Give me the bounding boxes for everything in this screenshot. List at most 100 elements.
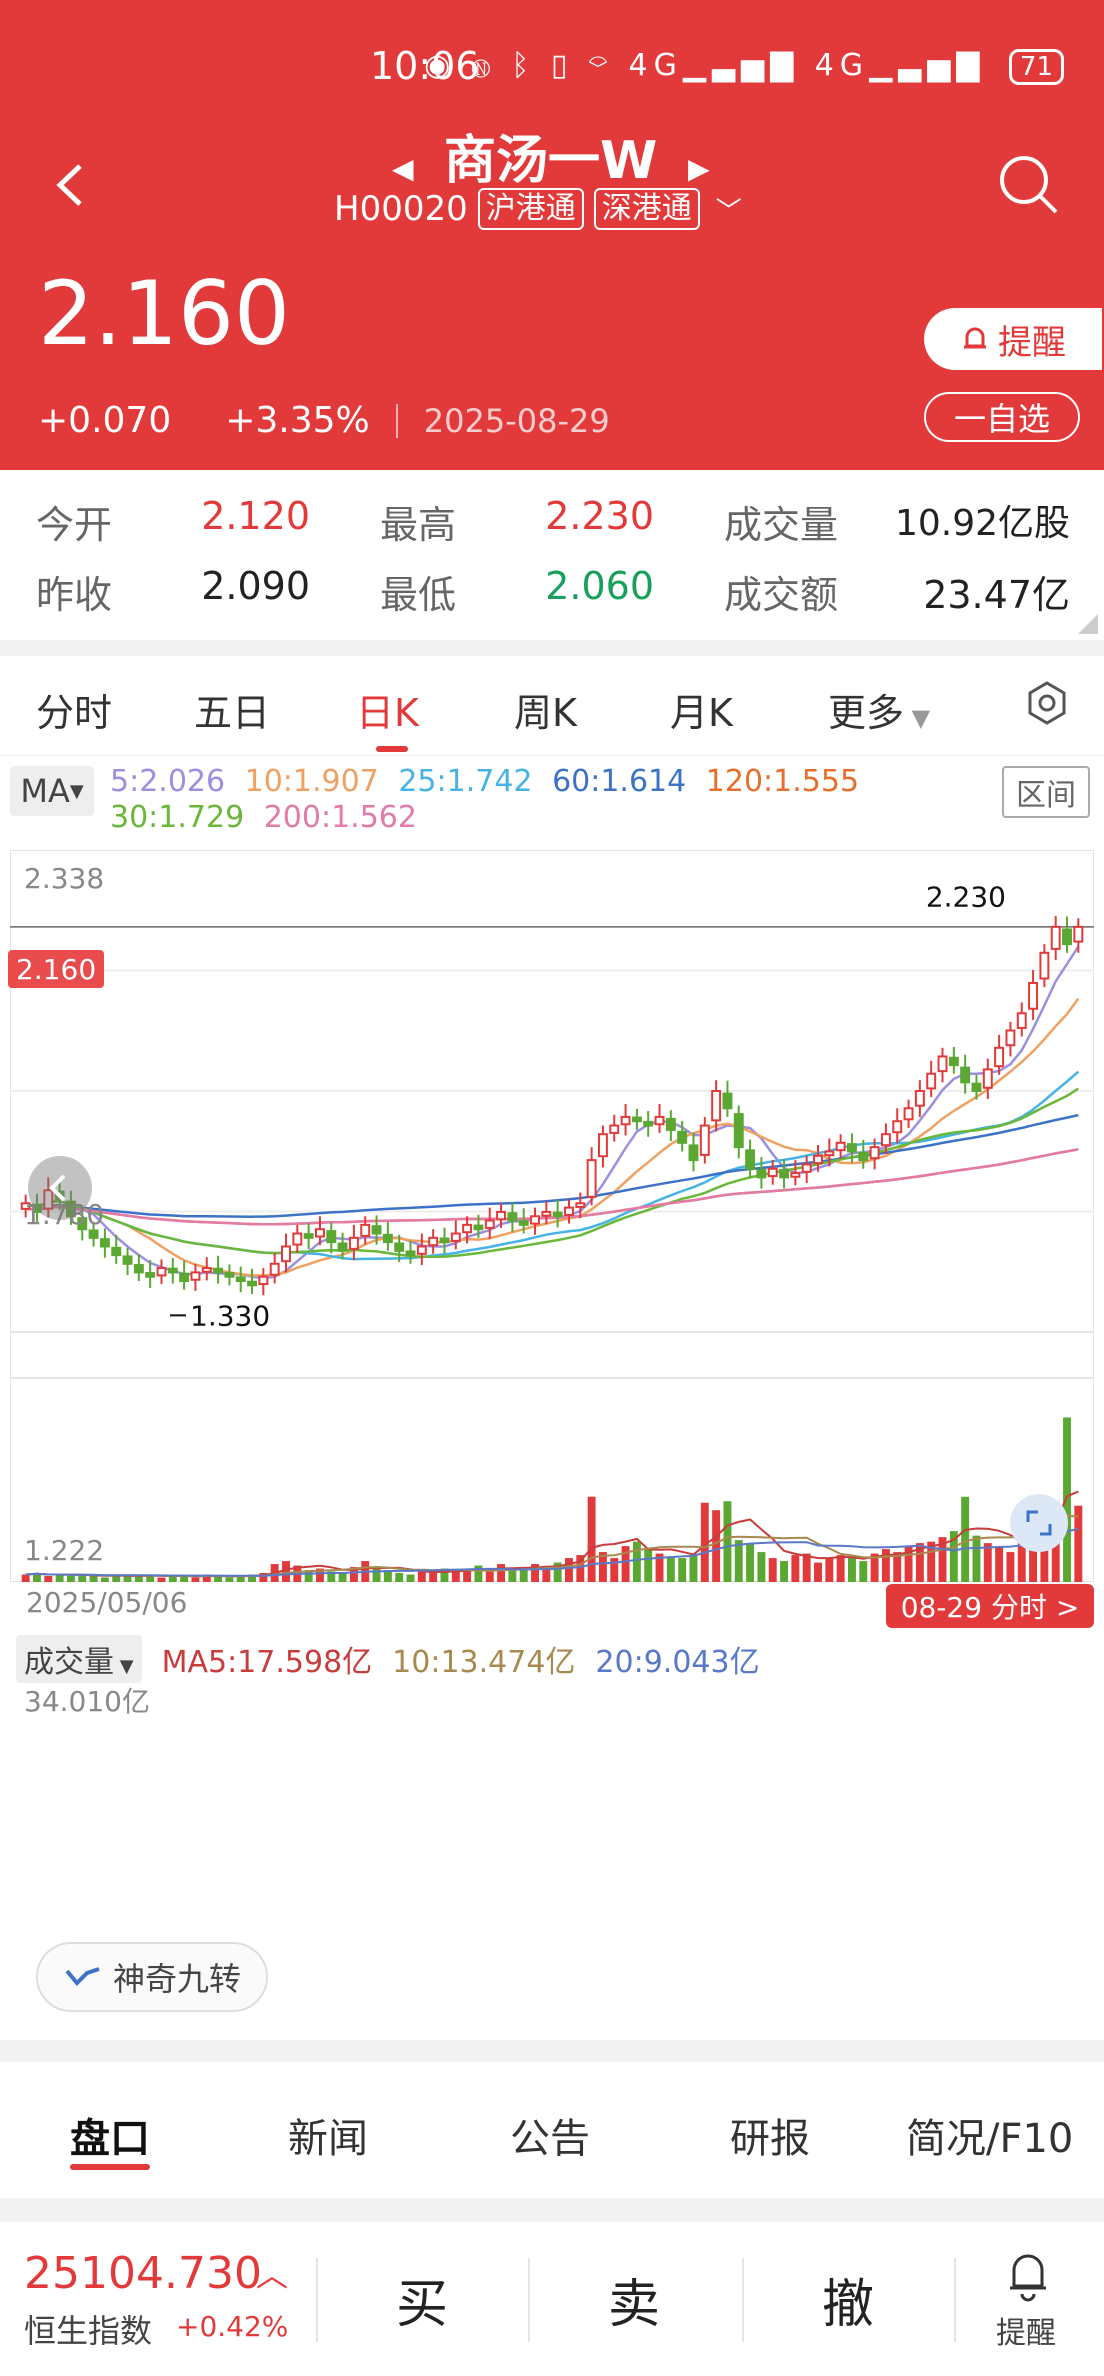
cancel-order-button[interactable]: 撤 xyxy=(822,2275,875,2335)
chevron-down-icon[interactable]: ﹀ xyxy=(715,196,742,227)
candle-body xyxy=(745,1149,756,1170)
volume-bar xyxy=(746,1543,755,1582)
volume-ma5: MA5:17.598亿 xyxy=(161,1645,373,1680)
tab-intraday[interactable]: 分时 xyxy=(36,691,113,735)
ma-line xyxy=(25,1113,1079,1218)
candle-body xyxy=(914,1090,925,1107)
price-alert-button[interactable]: 提醒 xyxy=(924,308,1102,370)
tab-announcements[interactable]: 公告 xyxy=(510,2116,590,2162)
candle-body xyxy=(733,1113,744,1149)
bottom-bar: 25104.730 ︿ 恒生指数 +0.42% 买 卖 撤 提醒 xyxy=(0,2222,1104,2376)
watchlist-button[interactable]: 一自选 xyxy=(924,392,1080,442)
kline-chart[interactable]: 2.338 1.780 1.222 2.230 1.330 xyxy=(10,850,1094,1582)
volume-bar xyxy=(66,1576,75,1582)
y-max-label: 2.338 xyxy=(24,862,104,895)
tab-daily-k[interactable]: 日K xyxy=(356,691,419,735)
candle-body xyxy=(1039,951,1050,980)
candle-body xyxy=(575,1202,586,1208)
tab-order-book[interactable]: 盘口 xyxy=(70,2116,150,2162)
bell-icon[interactable] xyxy=(1004,2250,1052,2302)
volume-bar xyxy=(282,1561,290,1582)
candle-body xyxy=(824,1150,835,1157)
ma-line xyxy=(25,997,1080,1277)
ma-120: 120:1.555 xyxy=(705,764,860,799)
tab-more-label: 更多 xyxy=(828,691,905,735)
volume-indicator-row: 成交量 ▼ MA5:17.598亿 10:13.474亿 20:9.043亿 xyxy=(16,1634,1096,1684)
wifi-icon: ⌔ xyxy=(588,48,613,83)
sell-button[interactable]: 卖 xyxy=(608,2275,661,2335)
prev-stock-icon[interactable]: ◀ xyxy=(392,152,414,185)
next-stock-icon[interactable]: ▶ xyxy=(688,152,710,185)
volume-bar xyxy=(712,1510,721,1582)
kline-chart-area[interactable]: 2.338 1.780 1.222 2.230 1.330 xyxy=(10,850,1094,1582)
volume-ma20: 20:9.043亿 xyxy=(595,1645,760,1680)
volume-bar xyxy=(983,1543,992,1582)
ma-selector[interactable]: MA ▼ xyxy=(10,766,94,816)
candle-body xyxy=(665,1117,676,1131)
candle-body xyxy=(654,1115,665,1126)
battery-indicator: 71 xyxy=(1008,49,1064,85)
volume-bar xyxy=(881,1549,890,1582)
expand-corner-icon[interactable] xyxy=(1078,614,1098,634)
candle-body xyxy=(790,1172,801,1178)
tab-more[interactable]: 更多 ▼ xyxy=(828,682,930,737)
volume-bar xyxy=(1074,1505,1083,1582)
index-value[interactable]: 25104.730 xyxy=(24,2248,262,2299)
fullscreen-icon[interactable] xyxy=(1010,1494,1068,1552)
alert-label[interactable]: 提醒 xyxy=(996,2316,1056,2351)
volume-selector[interactable]: 成交量 ▼ xyxy=(16,1635,142,1683)
candle-body xyxy=(643,1120,654,1127)
candle-body xyxy=(586,1159,597,1198)
volume-bar xyxy=(440,1568,449,1582)
candle-body xyxy=(145,1272,156,1278)
volume-bar xyxy=(780,1561,789,1582)
status-bar: 10:06 ◉ Ⓝ ᛒ ▯ ⌔ 4G▁▃▅▇ 4G▁▃▅▇ 71 xyxy=(0,40,1104,96)
volume-bar xyxy=(791,1555,800,1582)
prev-close-value: 2.090 xyxy=(201,564,310,608)
status-time: 10:06 xyxy=(370,44,480,88)
range-button[interactable]: 区间 xyxy=(1002,766,1090,818)
volume-bar xyxy=(429,1573,438,1582)
candles xyxy=(20,916,1084,1296)
candle-body xyxy=(846,1143,857,1153)
tab-monthly-k[interactable]: 月K xyxy=(670,691,733,735)
volume-bar xyxy=(33,1573,41,1582)
tab-research[interactable]: 研报 xyxy=(730,2116,810,2162)
candle-body xyxy=(337,1242,348,1252)
volume-value: 10.92亿股 xyxy=(894,503,1070,544)
candle-body xyxy=(564,1206,574,1216)
tab-f10[interactable]: 简况/F10 xyxy=(906,2116,1074,2162)
volume-bar xyxy=(315,1568,324,1582)
buy-button[interactable]: 买 xyxy=(396,2275,449,2335)
volume-bar xyxy=(553,1562,562,1582)
tab-weekly-k[interactable]: 周K xyxy=(514,691,577,735)
back-icon[interactable] xyxy=(50,160,90,210)
candle-body xyxy=(156,1267,167,1277)
candle-body xyxy=(326,1230,337,1244)
candle-body xyxy=(88,1229,99,1239)
tab-news[interactable]: 新闻 xyxy=(288,2116,368,2162)
volume-bar xyxy=(961,1496,970,1582)
stock-name: 商汤一W xyxy=(444,131,658,191)
chart-settings-icon[interactable] xyxy=(1024,680,1070,726)
tab-five-day[interactable]: 五日 xyxy=(194,691,271,735)
candle-body xyxy=(699,1124,710,1156)
caret-up-icon[interactable]: ︿ xyxy=(256,2256,289,2294)
candle-body xyxy=(530,1215,540,1225)
chevron-left-icon[interactable] xyxy=(28,1156,92,1220)
search-icon[interactable] xyxy=(996,152,1060,216)
candle-body xyxy=(382,1233,393,1244)
volume-bar xyxy=(112,1574,121,1582)
magic-nine-button[interactable]: 神奇九转 xyxy=(36,1942,268,2012)
intraday-button[interactable]: 08-29 分时 > xyxy=(886,1584,1094,1628)
candle-body xyxy=(133,1264,144,1274)
volume-bar xyxy=(44,1576,53,1582)
candle-body xyxy=(711,1090,722,1122)
status-icons: ◉ Ⓝ ᛒ ▯ ⌔ 4G▁▃▅▇ 4G▁▃▅▇ 71 xyxy=(424,48,1064,85)
wave-icon xyxy=(65,1967,100,1986)
caret-down-icon: ▼ xyxy=(904,704,931,732)
candle-body xyxy=(858,1151,869,1162)
stock-code-row[interactable]: H00020 沪港通 深港通 ﹀ xyxy=(334,188,742,230)
volume-bar xyxy=(191,1577,200,1582)
candle-body xyxy=(122,1255,133,1265)
